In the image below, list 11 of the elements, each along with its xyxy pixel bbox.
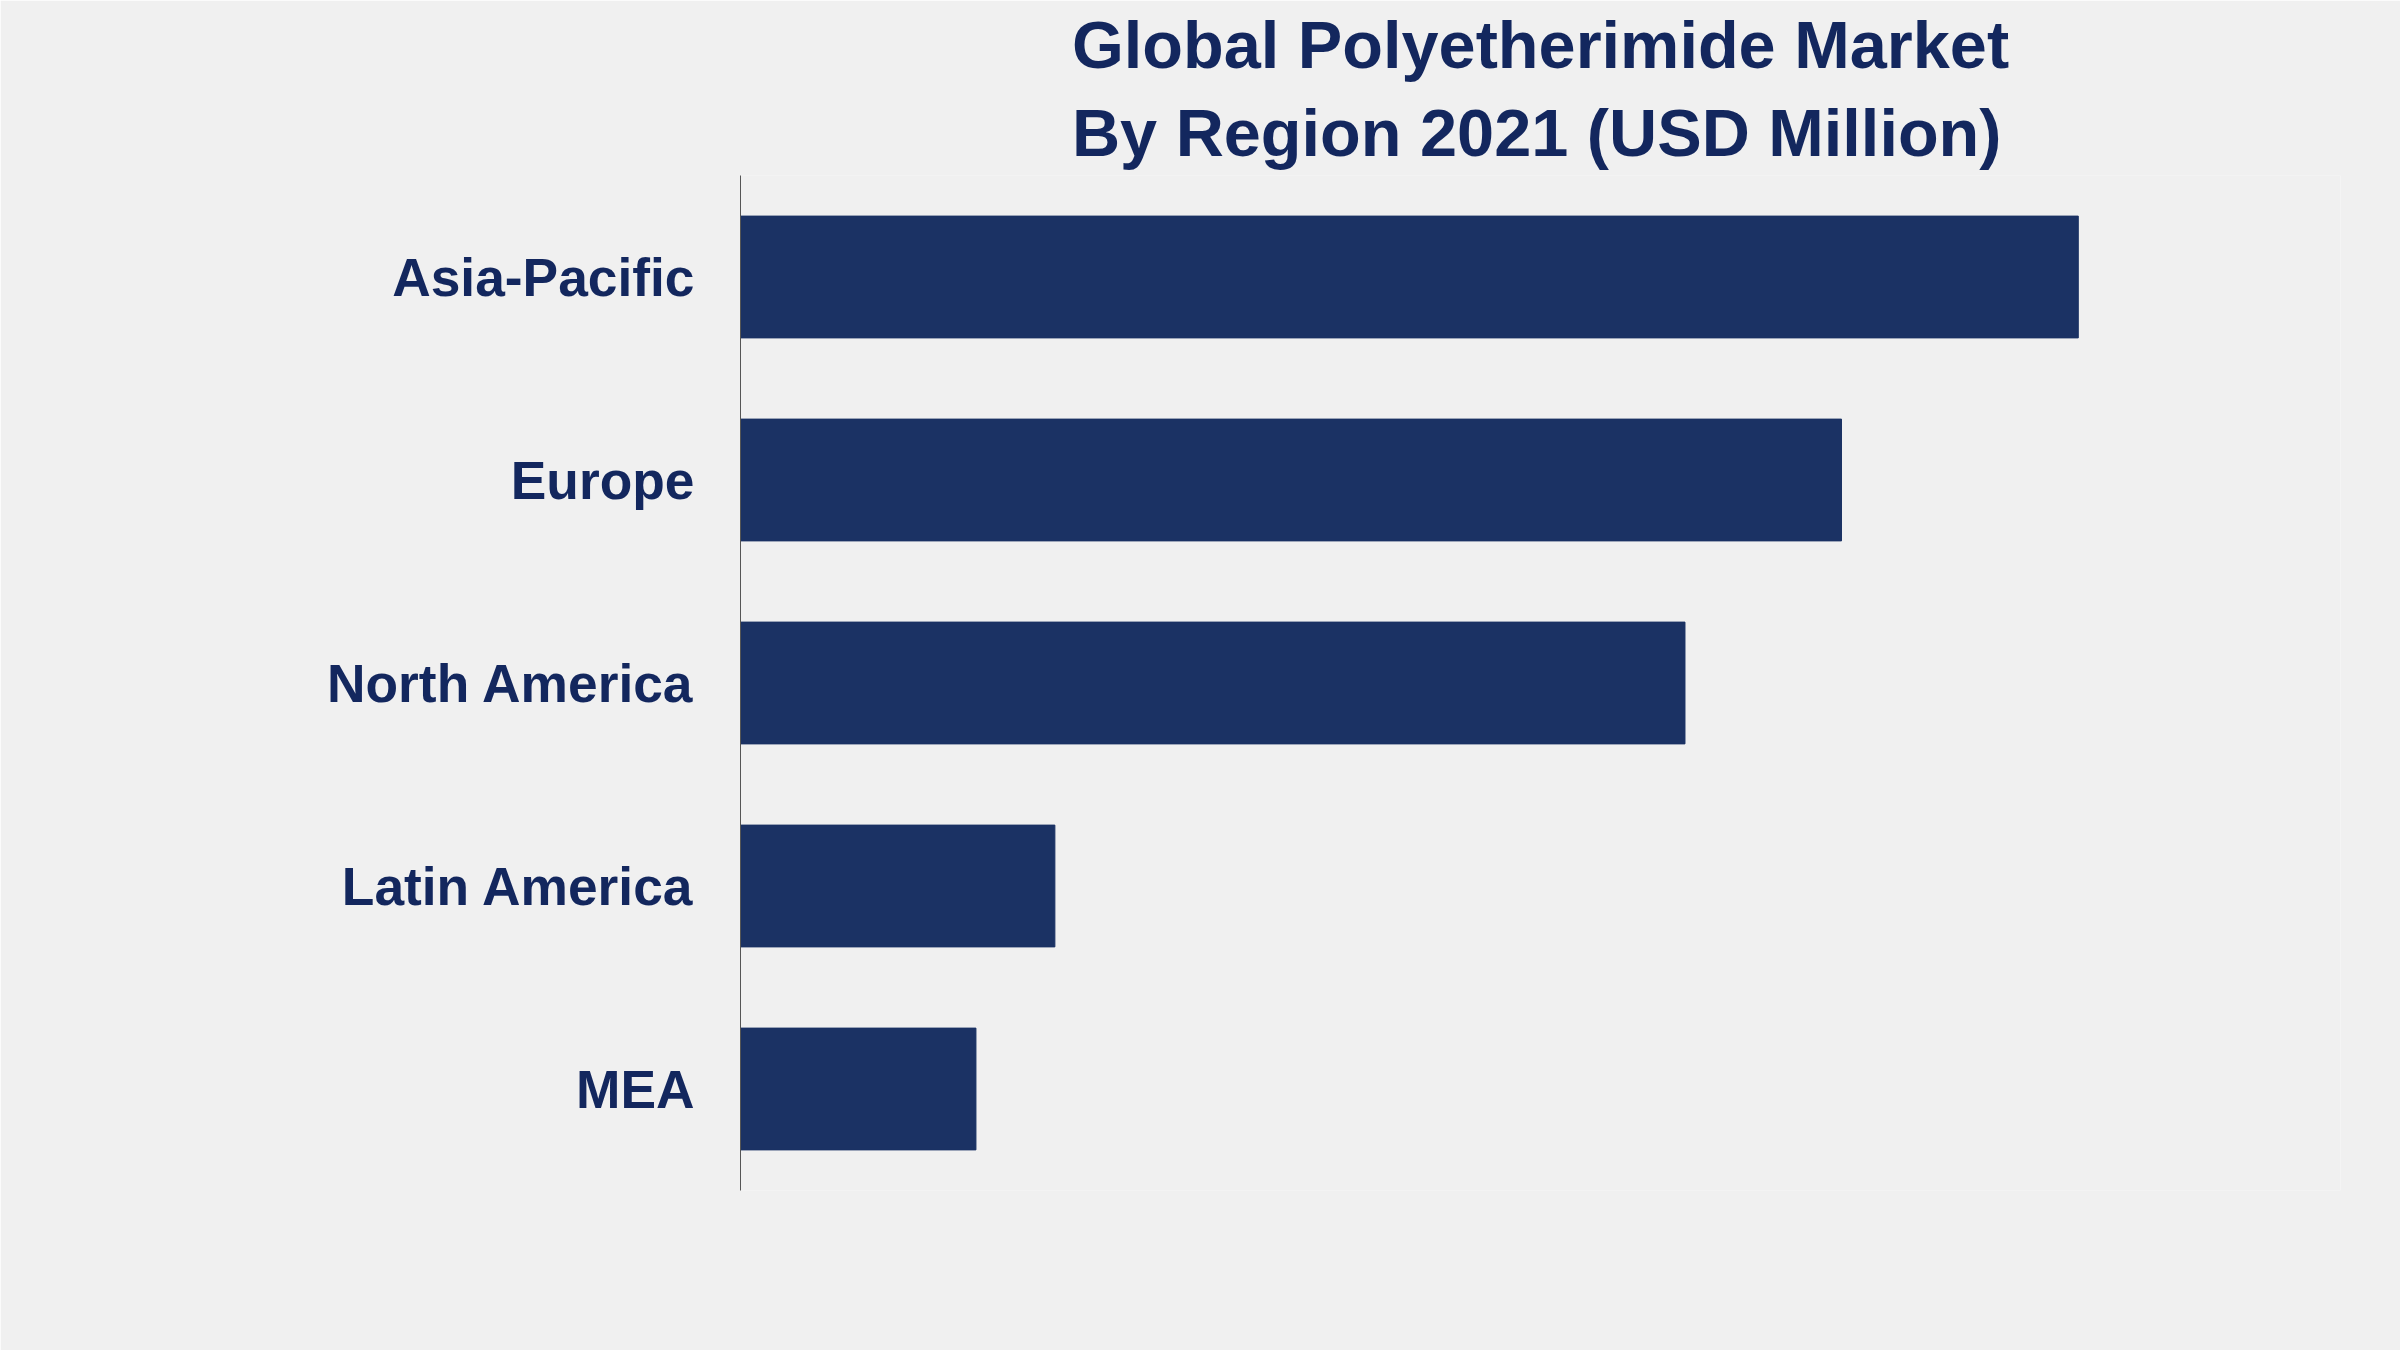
y-tick-label: North America — [327, 653, 693, 713]
chart-title: Global Polyetherimide Market By Region 2021 (USD Million) — [1071, 7, 2010, 171]
y-tick-label: MEA — [576, 1059, 695, 1119]
bar — [740, 215, 2079, 339]
bar — [740, 418, 1842, 542]
y-tick-label: Asia-Pacific — [392, 247, 695, 307]
bar — [740, 621, 1686, 745]
bar — [740, 824, 1056, 948]
bar — [740, 1027, 977, 1151]
y-tick-label: Latin America — [341, 856, 693, 916]
y-tick-label: Europe — [510, 450, 695, 510]
